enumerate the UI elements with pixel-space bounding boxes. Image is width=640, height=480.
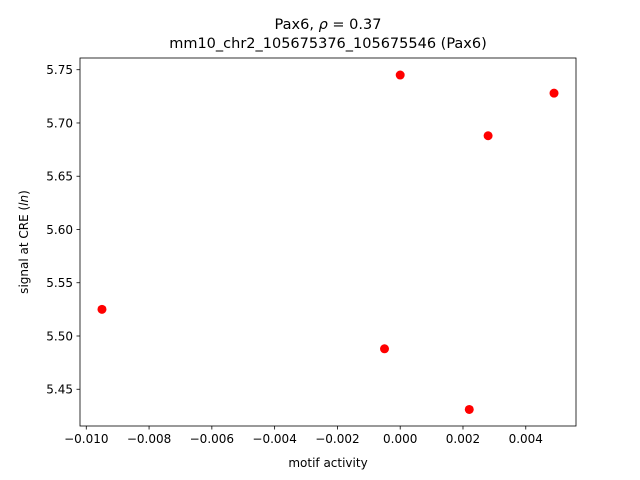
chart-title-line2: mm10_chr2_105675376_105675546 (Pax6) [169, 36, 487, 52]
plot-frame [79, 57, 577, 427]
y-tick-label: 5.50 [46, 329, 73, 343]
data-point-0 [395, 70, 405, 80]
data-point-2 [483, 131, 493, 141]
x-tick-label: 0.000 [383, 432, 417, 446]
y-tick-label: 5.70 [46, 116, 73, 130]
x-tick-label: 0.004 [509, 432, 543, 446]
x-tick-label: −0.010 [64, 432, 108, 446]
y-tick-label: 5.45 [46, 383, 73, 397]
chart-title-line1: Pax6, ρ = 0.37 [275, 17, 382, 33]
x-tick-label: −0.008 [127, 432, 171, 446]
x-tick-label: −0.004 [252, 432, 296, 446]
data-point-4 [380, 344, 390, 354]
y-tick-label: 5.75 [46, 63, 73, 77]
data-point-1 [549, 88, 559, 98]
data-point-3 [97, 304, 107, 314]
y-tick-label: 5.60 [46, 223, 73, 237]
y-tick-label: 5.55 [46, 276, 73, 290]
y-axis-label: signal at CRE (ln) [17, 190, 31, 294]
data-point-5 [464, 404, 474, 414]
x-tick-label: 0.002 [446, 432, 480, 446]
plot-area: −0.010 −0.008 −0.006 −0.004 −0.002 0.000 0.002… [46, 57, 577, 446]
y-tick-label: 5.65 [46, 170, 73, 184]
x-axis-label: motif activity [288, 456, 367, 470]
x-tick-label: −0.002 [315, 432, 359, 446]
x-tick-label: −0.006 [190, 432, 234, 446]
